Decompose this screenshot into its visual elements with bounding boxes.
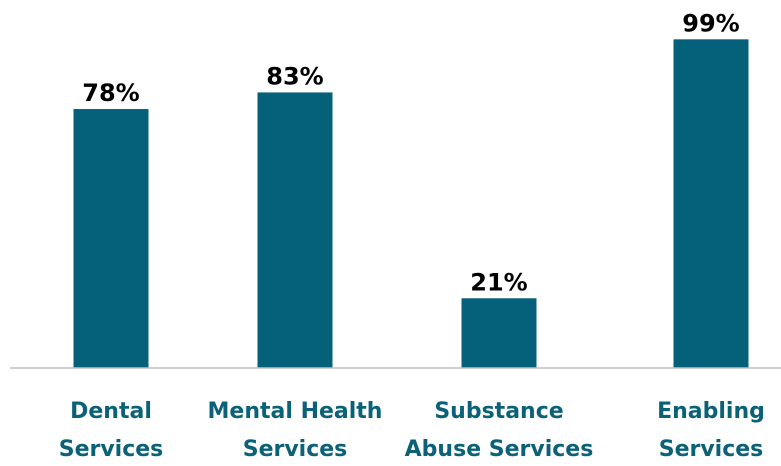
category-label-2: Substance Abuse Services bbox=[405, 399, 594, 462]
category-label-line-1-0: Mental Health bbox=[208, 399, 383, 424]
category-label-line-3-1: Services bbox=[659, 437, 764, 462]
value-labels-layer: 78% 83% 21% 99% bbox=[82, 9, 739, 296]
value-label-0: 78% bbox=[82, 79, 139, 107]
bar-0 bbox=[73, 109, 149, 368]
category-label-line-1-1: Services bbox=[243, 437, 348, 462]
category-label-1: Mental Health Services bbox=[208, 399, 383, 462]
bar-3 bbox=[673, 39, 749, 368]
value-label-2: 21% bbox=[470, 268, 527, 296]
bar-1 bbox=[257, 92, 333, 368]
value-label-3: 99% bbox=[682, 9, 739, 37]
bars-layer bbox=[73, 39, 749, 368]
category-label-line-2-1: Abuse Services bbox=[405, 437, 594, 462]
category-label-line-0-0: Dental bbox=[70, 399, 152, 424]
category-label-line-0-1: Services bbox=[59, 437, 164, 462]
category-labels-layer: Dental Services Mental Health Services Subst… bbox=[59, 399, 765, 462]
category-label-line-2-0: Substance bbox=[434, 399, 563, 424]
category-label-3: Enabling Services bbox=[657, 399, 765, 462]
category-label-line-3-0: Enabling bbox=[657, 399, 765, 424]
bar-2 bbox=[461, 298, 537, 368]
value-label-1: 83% bbox=[266, 62, 323, 90]
category-label-0: Dental Services bbox=[59, 399, 164, 462]
